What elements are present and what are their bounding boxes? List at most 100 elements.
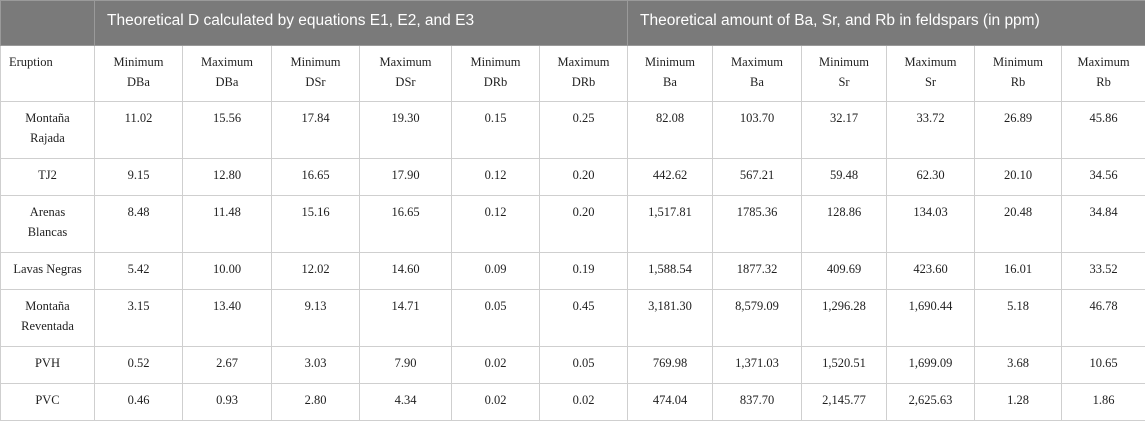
table-cell: 20.10	[975, 159, 1062, 196]
table-cell: 9.15	[95, 159, 183, 196]
table-cell: 837.70	[713, 384, 802, 421]
table-cell: 2.80	[272, 384, 360, 421]
table-cell: 2.67	[183, 347, 272, 384]
table-cell: 1,699.09	[887, 347, 975, 384]
table-cell: 442.62	[628, 159, 713, 196]
table-cell: 1,517.81	[628, 196, 713, 253]
table-cell: 34.56	[1062, 159, 1145, 196]
table-cell: 16.65	[360, 196, 452, 253]
row-label: PVC	[1, 384, 95, 421]
column-header: Maximum Rb	[1062, 46, 1145, 102]
table-cell: 8,579.09	[713, 290, 802, 347]
table-cell: 103.70	[713, 102, 802, 159]
table-cell: 17.90	[360, 159, 452, 196]
table-cell: 46.78	[1062, 290, 1145, 347]
column-header: Maximum DSr	[360, 46, 452, 102]
table-cell: 62.30	[887, 159, 975, 196]
table-cell: 3,181.30	[628, 290, 713, 347]
table-cell: 1.28	[975, 384, 1062, 421]
column-header: Maximum Ba	[713, 46, 802, 102]
row-label: PVH	[1, 347, 95, 384]
table-cell: 128.86	[802, 196, 887, 253]
column-header: Minimum DBa	[95, 46, 183, 102]
table-cell: 2,625.63	[887, 384, 975, 421]
table-cell: 0.93	[183, 384, 272, 421]
table-cell: 1,690.44	[887, 290, 975, 347]
table-cell: 16.65	[272, 159, 360, 196]
table-cell: 59.48	[802, 159, 887, 196]
table-cell: 32.17	[802, 102, 887, 159]
group-header-blank	[1, 1, 95, 46]
table-cell: 82.08	[628, 102, 713, 159]
table-cell: 474.04	[628, 384, 713, 421]
table-row: PVC 0.46 0.93 2.80 4.34 0.02 0.02 474.04…	[1, 384, 1145, 421]
table-cell: 11.02	[95, 102, 183, 159]
table-cell: 33.72	[887, 102, 975, 159]
table-cell: 0.09	[452, 253, 540, 290]
column-header: Maximum Sr	[887, 46, 975, 102]
table-cell: 12.80	[183, 159, 272, 196]
table-row: Arenas Blancas 8.48 11.48 15.16 16.65 0.…	[1, 196, 1145, 253]
table-cell: 1.86	[1062, 384, 1145, 421]
table-cell: 1,588.54	[628, 253, 713, 290]
table-cell: 0.05	[540, 347, 628, 384]
table-cell: 1,296.28	[802, 290, 887, 347]
table-cell: 5.18	[975, 290, 1062, 347]
table-cell: 5.42	[95, 253, 183, 290]
row-label: TJ2	[1, 159, 95, 196]
table-cell: 10.65	[1062, 347, 1145, 384]
column-header: Minimum Rb	[975, 46, 1062, 102]
table-cell: 0.20	[540, 196, 628, 253]
table-cell: 14.60	[360, 253, 452, 290]
table-cell: 16.01	[975, 253, 1062, 290]
table-row: TJ2 9.15 12.80 16.65 17.90 0.12 0.20 442…	[1, 159, 1145, 196]
row-label: Montaña Reventada	[1, 290, 95, 347]
table-cell: 3.68	[975, 347, 1062, 384]
table-row: Montaña Rajada 11.02 15.56 17.84 19.30 0…	[1, 102, 1145, 159]
table-cell: 45.86	[1062, 102, 1145, 159]
table-cell: 1785.36	[713, 196, 802, 253]
table-cell: 33.52	[1062, 253, 1145, 290]
table-cell: 769.98	[628, 347, 713, 384]
table-cell: 409.69	[802, 253, 887, 290]
table-cell: 26.89	[975, 102, 1062, 159]
table-cell: 34.84	[1062, 196, 1145, 253]
table-cell: 0.02	[452, 384, 540, 421]
table-cell: 2,145.77	[802, 384, 887, 421]
table-cell: 0.02	[540, 384, 628, 421]
table-cell: 0.20	[540, 159, 628, 196]
table-cell: 9.13	[272, 290, 360, 347]
table-cell: 14.71	[360, 290, 452, 347]
row-label: Arenas Blancas	[1, 196, 95, 253]
table-cell: 4.34	[360, 384, 452, 421]
column-header: Minimum Ba	[628, 46, 713, 102]
group-header-row: Theoretical D calculated by equations E1…	[1, 1, 1145, 46]
table-cell: 0.19	[540, 253, 628, 290]
table-cell: 0.52	[95, 347, 183, 384]
table-cell: 0.12	[452, 159, 540, 196]
table-cell: 1,520.51	[802, 347, 887, 384]
table-cell: 7.90	[360, 347, 452, 384]
table-cell: 3.03	[272, 347, 360, 384]
table-cell: 10.00	[183, 253, 272, 290]
table-cell: 0.15	[452, 102, 540, 159]
table-row: Lavas Negras 5.42 10.00 12.02 14.60 0.09…	[1, 253, 1145, 290]
table-cell: 8.48	[95, 196, 183, 253]
table-cell: 0.25	[540, 102, 628, 159]
table-cell: 134.03	[887, 196, 975, 253]
table-cell: 20.48	[975, 196, 1062, 253]
table-cell: 0.12	[452, 196, 540, 253]
table-cell: 15.56	[183, 102, 272, 159]
row-label: Montaña Rajada	[1, 102, 95, 159]
table-cell: 19.30	[360, 102, 452, 159]
table-cell: 13.40	[183, 290, 272, 347]
table-cell: 567.21	[713, 159, 802, 196]
table-cell: 1,371.03	[713, 347, 802, 384]
column-header-eruption: Eruption	[1, 46, 95, 102]
column-header-row: Eruption Minimum DBa Maximum DBa Minimum…	[1, 46, 1145, 102]
column-header: Minimum DRb	[452, 46, 540, 102]
table-cell: 11.48	[183, 196, 272, 253]
column-header: Minimum Sr	[802, 46, 887, 102]
table-row: PVH 0.52 2.67 3.03 7.90 0.02 0.05 769.98…	[1, 347, 1145, 384]
